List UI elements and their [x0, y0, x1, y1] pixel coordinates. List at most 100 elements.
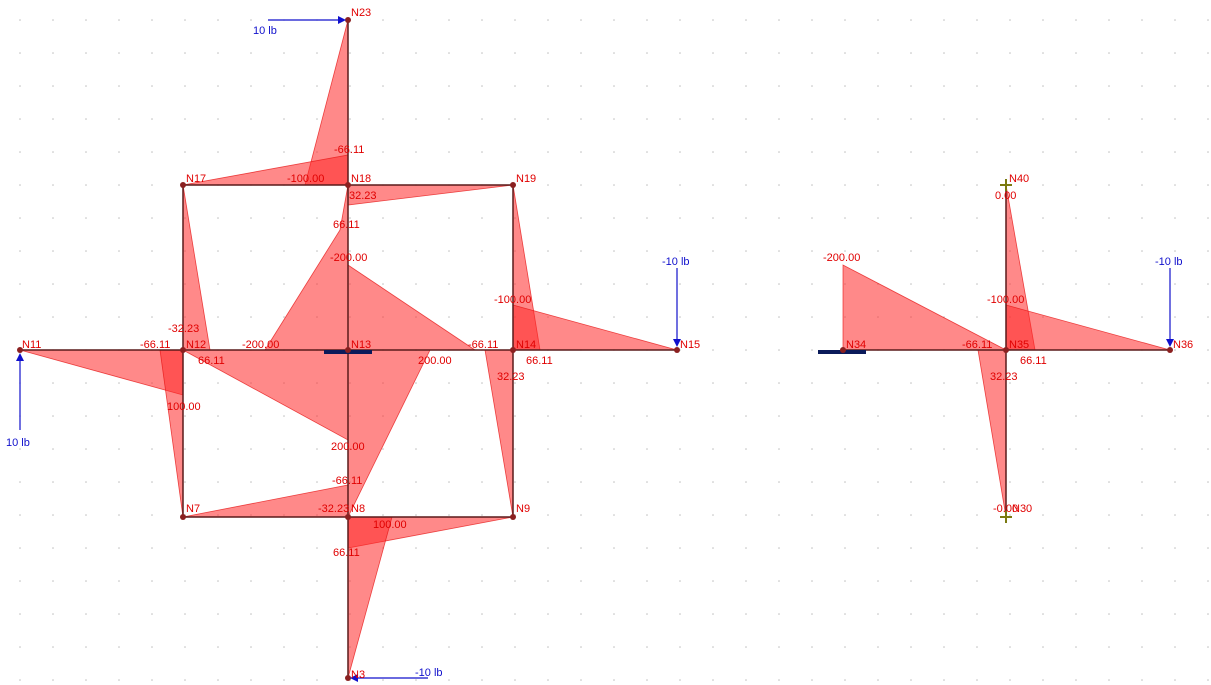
grid-dot	[778, 580, 780, 582]
grid-dot	[382, 514, 384, 516]
load-arrow-right2[interactable]	[1166, 268, 1174, 347]
node-label-n36: N36	[1173, 339, 1193, 351]
grid-dot	[481, 217, 483, 219]
value-n12-right: 66.11	[198, 355, 225, 367]
node-dot-n11[interactable]	[17, 347, 23, 353]
node-dot-n18[interactable]	[345, 182, 351, 188]
load-arrow-bottom[interactable]	[350, 674, 428, 682]
grid-dot	[52, 679, 54, 681]
node-label-n17: N17	[186, 173, 206, 185]
node-dot-n19[interactable]	[510, 182, 516, 188]
value-n35-right: 66.11	[1020, 355, 1047, 367]
grid-dot	[1042, 250, 1044, 252]
grid-dot	[52, 613, 54, 615]
grid-dot	[382, 283, 384, 285]
grid-dot	[1141, 217, 1143, 219]
grid-dot	[844, 382, 846, 384]
grid-dot	[184, 19, 186, 21]
grid-dot	[382, 448, 384, 450]
node-dot-n13[interactable]	[345, 347, 351, 353]
grid-dot	[910, 547, 912, 549]
grid-dot	[712, 52, 714, 54]
node-dot-n9[interactable]	[510, 514, 516, 520]
node-dot-n3[interactable]	[345, 675, 351, 681]
node-dot-n14[interactable]	[510, 347, 516, 353]
load-arrow-top[interactable]	[268, 16, 346, 24]
grid-dot	[1009, 85, 1011, 87]
grid-dot	[646, 250, 648, 252]
node-dot-n23[interactable]	[345, 17, 351, 23]
grid-dot	[85, 514, 87, 516]
grid-dot	[811, 547, 813, 549]
grid-dot	[19, 547, 21, 549]
node-dot-n7[interactable]	[180, 514, 186, 520]
grid-dot	[1108, 613, 1110, 615]
grid-dot	[1075, 613, 1077, 615]
grid-dot	[679, 382, 681, 384]
grid-dot	[1009, 118, 1011, 120]
grid-dot	[415, 481, 417, 483]
grid-dot	[118, 679, 120, 681]
grid-dot	[283, 283, 285, 285]
grid-dot	[778, 679, 780, 681]
grid-dot	[613, 679, 615, 681]
grid-dot	[481, 481, 483, 483]
grid-dot	[283, 217, 285, 219]
node-dot-n36[interactable]	[1167, 347, 1173, 353]
grid-dot	[85, 217, 87, 219]
grid-dot	[1009, 514, 1011, 516]
value-n8-left: -32.23	[318, 503, 349, 515]
grid-dot	[1141, 514, 1143, 516]
grid-dot	[52, 646, 54, 648]
grid-dot	[910, 85, 912, 87]
grid-dot	[613, 118, 615, 120]
grid-dot	[811, 52, 813, 54]
grid-dot	[316, 646, 318, 648]
grid-dot	[1075, 118, 1077, 120]
node-dot-n35[interactable]	[1003, 347, 1009, 353]
grid-dot	[1009, 19, 1011, 21]
grid-dot	[877, 415, 879, 417]
grid-dot	[844, 481, 846, 483]
grid-dot	[1141, 85, 1143, 87]
node-dot-n8[interactable]	[345, 514, 351, 520]
node-dot-n15[interactable]	[674, 347, 680, 353]
grid-dot	[481, 514, 483, 516]
grid-dot	[745, 217, 747, 219]
grid-dot	[481, 679, 483, 681]
node-dots	[17, 17, 1173, 681]
node-dot-n12[interactable]	[180, 347, 186, 353]
grid-dot	[745, 316, 747, 318]
grid-dot	[580, 118, 582, 120]
grid-dot	[85, 283, 87, 285]
grid-dot	[976, 184, 978, 186]
grid-dot	[1174, 514, 1176, 516]
value-n35-left: -66.11	[962, 339, 992, 351]
value-n18-under: 32.23	[349, 190, 377, 202]
grid-dot	[745, 118, 747, 120]
grid-dot	[844, 448, 846, 450]
grid-dot	[382, 613, 384, 615]
pin-support-n40[interactable]	[1000, 179, 1012, 191]
pin-support-n30[interactable]	[1000, 511, 1012, 523]
grid-dot	[283, 448, 285, 450]
load-label-right: -10 lb	[662, 256, 690, 268]
node-dot-n17[interactable]	[180, 182, 186, 188]
grid-dot	[151, 118, 153, 120]
grid-dot	[910, 250, 912, 252]
grid-dot	[217, 151, 219, 153]
grid-dot	[877, 481, 879, 483]
grid-dot	[580, 613, 582, 615]
grid-dot	[778, 382, 780, 384]
grid-dot	[943, 217, 945, 219]
grid-dot	[316, 217, 318, 219]
grid-dot	[283, 679, 285, 681]
value-n14-up: -100.00	[494, 294, 531, 306]
load-arrow-right[interactable]	[673, 268, 681, 347]
grid-dot	[712, 613, 714, 615]
node-dot-n34[interactable]	[840, 347, 846, 353]
load-arrow-left[interactable]	[16, 353, 24, 430]
grid-dot	[52, 448, 54, 450]
grid-dot	[745, 250, 747, 252]
grid-dot	[1141, 184, 1143, 186]
